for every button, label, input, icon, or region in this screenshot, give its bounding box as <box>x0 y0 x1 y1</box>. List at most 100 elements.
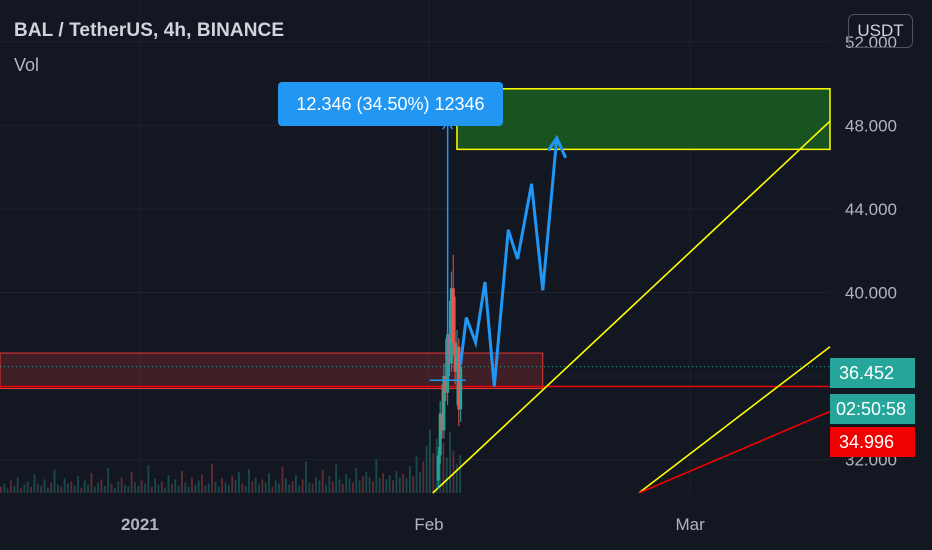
volume-bar <box>234 480 237 493</box>
volume-bar <box>405 478 408 493</box>
volume-bar <box>291 481 294 493</box>
volume-bar <box>355 467 358 493</box>
volume-bar <box>418 472 421 493</box>
volume-bar <box>224 482 227 493</box>
volume-bar <box>217 486 220 493</box>
candle-body <box>440 413 444 431</box>
volume-bar <box>70 481 73 493</box>
volume-bar <box>83 480 86 493</box>
volume-bar <box>204 485 207 493</box>
volume-bar <box>140 480 143 493</box>
volume-bar <box>248 468 250 493</box>
volume-bar <box>284 478 287 493</box>
volume-bar <box>87 484 89 493</box>
volume-bar <box>338 479 341 493</box>
candle-body <box>438 413 442 456</box>
volume-bar <box>13 485 16 493</box>
volume-bar <box>422 461 425 493</box>
x-tick-label: 2021 <box>121 515 159 534</box>
volume-bar <box>73 485 76 493</box>
volume-bar <box>16 477 19 493</box>
volume-bar <box>181 470 183 493</box>
volume-bar <box>425 445 428 493</box>
volume-bar <box>264 482 267 493</box>
volume-indicator-label[interactable]: Vol <box>14 55 40 75</box>
x-tick-label: Feb <box>414 515 443 534</box>
volume-bar <box>10 480 12 493</box>
volume-bar <box>362 476 364 493</box>
candle-body <box>453 342 457 372</box>
candle-body <box>436 455 440 481</box>
candle-body <box>455 346 459 372</box>
volume-bar <box>50 482 53 493</box>
volume-bar <box>298 485 301 493</box>
projection-path <box>459 134 567 387</box>
volume-bar <box>415 456 418 493</box>
volume-bar <box>63 478 66 493</box>
volume-bar <box>197 480 200 493</box>
volume-bar <box>100 479 103 493</box>
volume-bar <box>398 477 401 493</box>
volume-bar <box>174 479 177 493</box>
y-tick-label: 44.000 <box>845 200 897 219</box>
volume-bar <box>120 477 123 493</box>
volume-bar <box>341 483 344 493</box>
target-zone <box>456 88 831 151</box>
candle-body <box>459 366 463 410</box>
volume-bar <box>445 457 448 493</box>
volume-bar <box>187 486 190 493</box>
volume-bar <box>194 484 197 493</box>
volume-bar <box>30 486 33 493</box>
currency-button[interactable]: USDT <box>848 14 913 48</box>
volume-bar <box>184 482 187 493</box>
volume-bar <box>345 474 348 493</box>
volume-bar <box>154 478 157 493</box>
volume-bar <box>110 483 113 493</box>
volume-bar <box>80 487 83 493</box>
volume-bar <box>97 482 100 493</box>
volume-bar <box>348 478 351 493</box>
volume-bar <box>211 463 214 493</box>
volume-bar <box>77 476 79 493</box>
volume-bar <box>281 466 284 493</box>
volume-bar <box>429 430 431 493</box>
measure-label: 12.346 (34.50%) 12346 <box>278 82 503 126</box>
volume-bar <box>321 469 324 493</box>
volume-bar <box>395 470 398 493</box>
volume-bar <box>90 473 93 493</box>
volume-bar <box>60 486 63 493</box>
volume-bar <box>237 472 240 493</box>
volume-bar <box>368 477 371 493</box>
volume-bar <box>442 442 445 493</box>
volume-bar <box>67 483 69 493</box>
volume-bar <box>231 476 234 493</box>
volume-bar <box>271 486 274 493</box>
volume-bar <box>6 488 9 493</box>
volume-bar <box>254 477 257 493</box>
volume-bar <box>56 484 59 493</box>
volume-bar <box>459 455 462 493</box>
volume-bar <box>113 487 116 493</box>
volume-bar <box>23 484 26 493</box>
volume-bar <box>127 486 130 493</box>
volume-bar <box>103 485 106 493</box>
volume-bar <box>365 472 368 493</box>
volume-bar <box>201 474 203 493</box>
volume-bar <box>227 484 230 493</box>
volume-bar <box>46 487 49 493</box>
volume-bar <box>40 485 43 493</box>
volume-bar <box>20 487 22 493</box>
volume-bar <box>318 480 321 493</box>
yellow-trendline <box>638 346 831 494</box>
volume-bar <box>402 474 405 493</box>
volume-bar <box>117 481 120 493</box>
candle-body <box>442 376 446 431</box>
volume-bar <box>251 481 254 493</box>
y-tick-label: 48.000 <box>845 116 897 135</box>
volume-bar <box>261 479 264 493</box>
volume-bar <box>308 482 311 493</box>
candle-body <box>457 346 461 410</box>
volume-bar <box>385 479 388 493</box>
